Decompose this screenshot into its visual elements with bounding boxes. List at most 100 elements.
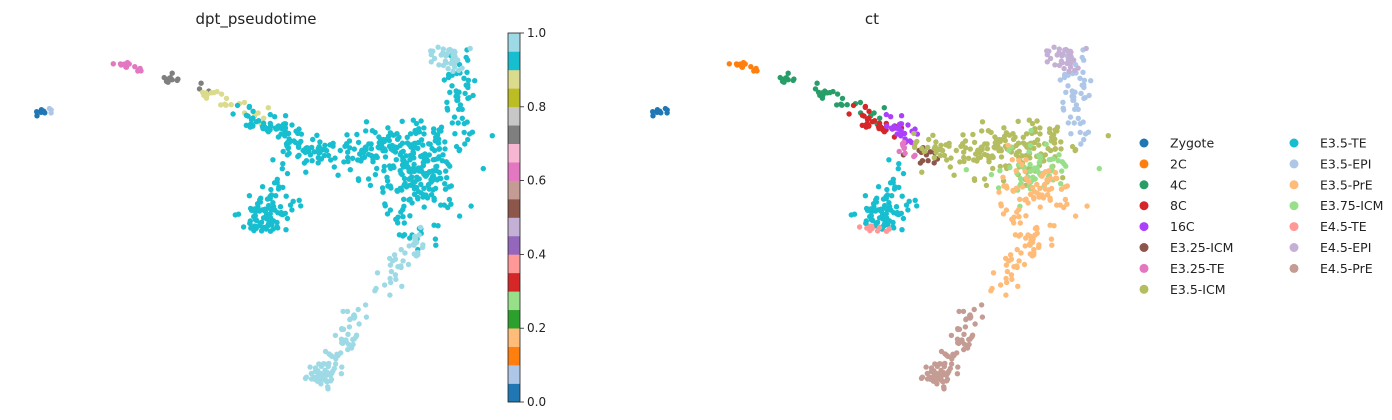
scatter-point — [938, 371, 944, 377]
scatter-point — [1015, 140, 1022, 146]
scatter-point — [465, 82, 471, 88]
scatter-point — [403, 184, 410, 190]
scatter-point — [967, 315, 973, 321]
scatter-point — [947, 365, 953, 372]
scatter-point — [868, 209, 875, 215]
scatter-point — [890, 176, 896, 182]
scatter-point — [341, 159, 347, 165]
scatter-point — [398, 246, 404, 253]
scatter-point — [257, 220, 263, 226]
scatter-point — [317, 139, 323, 145]
legend-marker — [1139, 263, 1149, 273]
scatter-point — [308, 370, 314, 377]
scatter-point — [407, 131, 414, 137]
scatter-point — [350, 341, 356, 348]
scatter-point — [434, 132, 441, 138]
scatter-point — [884, 123, 890, 129]
scatter-point — [924, 376, 931, 382]
scatter-point — [397, 168, 403, 174]
scatter-point — [323, 378, 329, 384]
scatter-point — [981, 176, 988, 182]
scatter-point — [400, 214, 406, 220]
scatter-point — [468, 203, 474, 209]
colorbar-segment — [508, 88, 520, 108]
scatter-point — [874, 228, 881, 234]
scatter-point — [881, 105, 887, 111]
scatter-point — [283, 227, 289, 233]
scatter-point — [888, 114, 894, 120]
scatter-point — [346, 138, 353, 144]
legend-label: E4.5-EPI — [1320, 240, 1371, 255]
scatter-point — [1047, 222, 1053, 228]
scatter-point — [407, 157, 413, 163]
scatter-point — [247, 122, 253, 128]
scatter-point — [345, 154, 351, 161]
scatter-point — [289, 122, 295, 128]
scatter-point — [489, 133, 495, 139]
scatter-point — [284, 215, 291, 222]
scatter-point — [919, 169, 925, 175]
scatter-point — [430, 168, 436, 174]
scatter-point — [325, 384, 331, 390]
scatter-point — [939, 378, 945, 384]
scatter-point — [451, 114, 458, 120]
scatter-point — [1066, 68, 1072, 75]
scatter-point — [878, 208, 885, 214]
colorbar-tick-label: 0.6 — [527, 174, 546, 188]
scatter-point — [857, 99, 864, 106]
scatter-point — [1081, 136, 1087, 143]
scatter-point — [1072, 213, 1079, 219]
scatter-point — [445, 65, 451, 72]
scatter-point — [1013, 168, 1019, 174]
scatter-point — [997, 163, 1003, 170]
scatter-point — [399, 283, 405, 289]
scatter-point — [1004, 279, 1010, 286]
scatter-point — [851, 211, 858, 217]
scatter-point — [1031, 252, 1037, 258]
scatter-point — [416, 232, 422, 238]
scatter-point — [406, 197, 412, 203]
scatter-point — [469, 129, 476, 135]
scatter-point — [1050, 156, 1057, 162]
scatter-point — [990, 270, 997, 276]
scatter-point — [1072, 67, 1078, 74]
scatter-point — [1062, 71, 1068, 78]
scatter-point — [862, 103, 869, 110]
scatter-point — [884, 186, 890, 193]
scatter-point — [931, 155, 937, 161]
scatter-point — [1077, 129, 1083, 136]
scatter-point — [1000, 174, 1006, 180]
scatter-point — [198, 80, 204, 86]
scatter-point — [407, 235, 413, 241]
scatter-point — [1085, 129, 1092, 135]
scatter-point — [367, 182, 374, 189]
scatter-point — [407, 175, 413, 182]
scatter-point — [421, 185, 427, 191]
scatter-point — [312, 365, 319, 371]
scatter-point — [374, 270, 381, 276]
scatter-point — [262, 124, 268, 130]
scatter-point — [259, 184, 266, 190]
scatter-point — [961, 341, 968, 348]
scatter-point — [1068, 131, 1074, 137]
scatter-point — [431, 222, 437, 228]
scatter-point — [938, 348, 945, 355]
scatter-point — [927, 149, 933, 155]
scatter-point — [317, 376, 323, 382]
scatter-point — [873, 197, 879, 203]
scatter-point — [126, 61, 132, 67]
scatter-point — [895, 166, 901, 172]
scatter-point — [372, 129, 378, 136]
scatter-point — [388, 185, 394, 191]
colorbar-tick-label: 0.4 — [527, 247, 546, 261]
scatter-point — [161, 74, 167, 81]
scatter-point — [465, 77, 472, 84]
scatter-point — [388, 279, 394, 286]
legend-label: 16C — [1170, 219, 1195, 234]
scatter-point — [814, 80, 820, 86]
scatter-point — [990, 165, 996, 172]
scatter-point — [946, 143, 952, 149]
scatter-point — [241, 99, 248, 106]
scatter-point — [121, 61, 127, 67]
